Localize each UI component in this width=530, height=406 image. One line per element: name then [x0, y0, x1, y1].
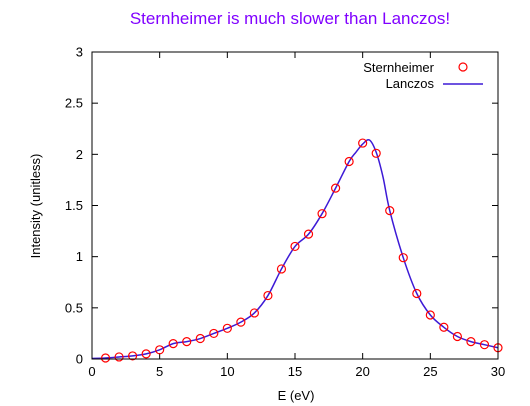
data-point-sternheimer [263, 290, 273, 301]
data-point-sternheimer [371, 148, 381, 158]
legend-label-lanczos: Lanczos [386, 76, 435, 91]
data-point-sternheimer [452, 331, 462, 342]
y-tick-label: 0 [76, 352, 83, 367]
data-point-sternheimer [344, 156, 354, 167]
data-point-sternheimer [466, 337, 476, 347]
data-point-sternheimer [385, 206, 395, 216]
x-axis-label: E (eV) [278, 388, 315, 403]
x-tick-label: 5 [156, 364, 163, 379]
data-point-sternheimer [290, 241, 300, 252]
y-tick-label: 2.5 [65, 96, 83, 111]
legend-marker-sternheimer [458, 62, 468, 72]
x-tick-label: 0 [88, 364, 95, 379]
x-tick-label: 30 [491, 364, 505, 379]
y-tick-label: 3 [76, 45, 83, 60]
data-point-sternheimer [331, 183, 341, 193]
data-point-sternheimer [412, 288, 422, 299]
y-tick-label: 0.5 [65, 300, 83, 315]
series-line-lanczos [91, 138, 499, 360]
legend-label-sternheimer: Sternheimer [363, 60, 434, 75]
chart-title: Sternheimer is much slower than Lanczos! [130, 9, 450, 28]
data-point-sternheimer [398, 253, 408, 263]
data-point-sternheimer [100, 353, 111, 363]
x-tick-label: 10 [220, 364, 234, 379]
data-point-sternheimer [303, 229, 314, 239]
x-tick-label: 15 [288, 364, 302, 379]
x-tick-label: 25 [423, 364, 437, 379]
data-point-sternheimer [425, 310, 435, 320]
data-point-sternheimer [155, 345, 165, 355]
data-point-sternheimer [141, 349, 151, 359]
data-point-sternheimer [168, 339, 178, 349]
x-tick-label: 20 [355, 364, 369, 379]
data-point-sternheimer [222, 323, 232, 333]
y-tick-label: 2 [76, 147, 83, 162]
data-point-sternheimer [358, 138, 368, 148]
data-point-sternheimer [195, 333, 205, 344]
data-point-sternheimer [209, 328, 219, 339]
data-point-sternheimer [236, 317, 246, 327]
y-tick-label: 1 [76, 249, 83, 264]
data-point-sternheimer [439, 322, 449, 332]
y-tick-label: 1.5 [65, 198, 83, 213]
plot-frame [91, 51, 499, 360]
data-point-sternheimer [276, 264, 287, 274]
data-point-sternheimer [479, 340, 490, 350]
legend: Sternheimer Lanczos [363, 60, 483, 91]
data-point-sternheimer [128, 351, 138, 361]
data-point-sternheimer [114, 352, 124, 362]
data-point-sternheimer [249, 308, 259, 318]
data-point-sternheimer [182, 337, 192, 347]
y-axis-label: Intensity (unitless) [28, 154, 43, 259]
data-point-sternheimer [317, 209, 327, 219]
